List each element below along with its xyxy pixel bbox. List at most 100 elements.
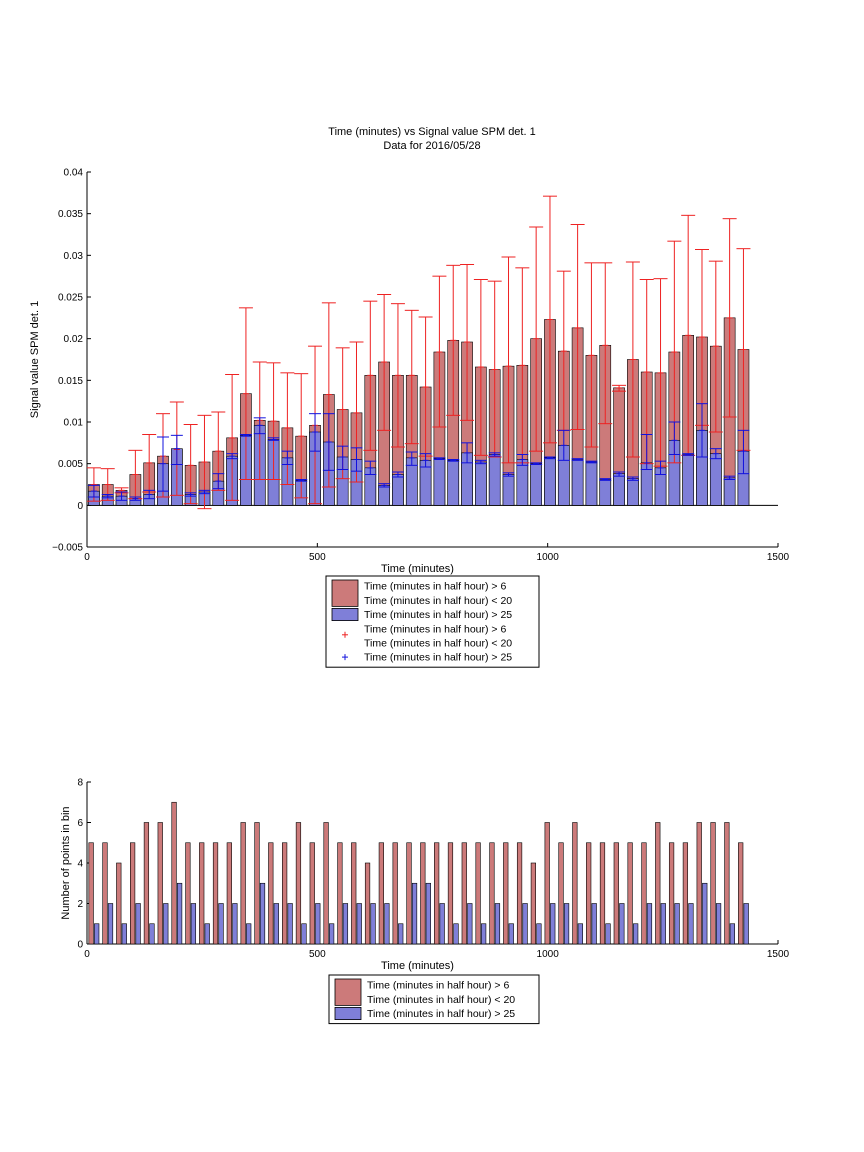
blue-count-bar — [149, 923, 155, 945]
blue-count-bar — [121, 923, 127, 945]
legend-swatch-blue — [331, 608, 359, 622]
y-tick-label: 6 — [77, 818, 83, 829]
red-count-bar — [102, 842, 108, 945]
blue-bar — [627, 478, 639, 506]
y-axis-label: Signal value SPM det. 1 — [29, 301, 41, 418]
red-count-bar — [268, 842, 274, 945]
blue-count-bar — [190, 903, 197, 945]
blue-bar — [516, 459, 529, 506]
red-count-bar — [157, 822, 163, 945]
y-tick-label: 2 — [77, 899, 83, 910]
x-tick-label: 1500 — [767, 552, 790, 563]
signal-chart-legend: Time (minutes in half hour) > 6 Time (min… — [325, 575, 540, 668]
x-tick-label: 500 — [309, 552, 326, 563]
x-tick-label: 1500 — [767, 949, 790, 960]
blue-count-bar — [384, 903, 390, 945]
blue-count-bar — [135, 903, 141, 945]
blue-bar — [723, 477, 736, 506]
blue-count-bar — [605, 923, 611, 945]
blue-bar — [544, 457, 556, 506]
legend-label: Time (minutes in half hour) > 6 — [364, 581, 506, 593]
y-tick-label: 0.015 — [58, 376, 83, 387]
y-tick-label: 0.04 — [64, 168, 84, 179]
x-axis-label: Time (minutes) — [381, 960, 454, 972]
blue-count-bar — [315, 903, 321, 945]
chart-title: Time (minutes) vs Signal value SPM det. … — [328, 126, 535, 138]
blue-count-bar — [729, 923, 735, 945]
red-count-bar — [406, 842, 412, 945]
red-count-bar — [254, 822, 260, 945]
blue-bar — [378, 485, 390, 506]
y-tick-label: 0.035 — [58, 209, 83, 220]
blue-count-bar — [273, 903, 279, 945]
blue-count-bar — [411, 882, 418, 945]
red-count-bar — [212, 842, 219, 945]
blue-bar — [433, 458, 446, 506]
blue-count-bar — [176, 882, 183, 945]
legend-label: Time (minutes in half hour) < 20 — [364, 638, 512, 650]
legend-label: Time (minutes in half hour) > 6 — [364, 623, 506, 635]
y-tick-label: −0.005 — [52, 543, 83, 554]
blue-bar — [447, 460, 460, 506]
red-count-bar — [558, 842, 564, 945]
legend-swatch-red — [334, 978, 362, 1006]
red-count-bar — [489, 842, 495, 945]
blue-count-bar — [398, 923, 404, 945]
red-count-bar — [516, 842, 523, 945]
red-count-bar — [226, 842, 232, 945]
legend-label: Time (minutes in half hour) > 25 — [364, 609, 512, 621]
y-tick-label: 0.02 — [64, 334, 84, 345]
legend-box — [325, 575, 540, 668]
x-tick-label: 500 — [309, 949, 326, 960]
blue-count-bar — [425, 882, 431, 945]
count-chart-legend: Time (minutes in half hour) > 6 Time (min… — [328, 974, 540, 1025]
y-tick-label: 4 — [77, 859, 83, 870]
red-count-bar — [364, 862, 371, 945]
blue-count-bar — [591, 903, 597, 945]
blue-count-bar — [218, 903, 224, 945]
legend-swatch-red — [331, 579, 359, 607]
x-tick-label: 1000 — [537, 552, 560, 563]
x-axis-label: Time (minutes) — [381, 563, 454, 575]
x-tick-label: 1000 — [537, 949, 560, 960]
y-tick-label: 0 — [77, 940, 83, 951]
red-count-bar — [586, 842, 592, 945]
red-count-bar — [724, 822, 730, 945]
blue-count-bar — [674, 903, 680, 945]
blue-bar — [682, 454, 694, 506]
y-tick-label: 0.025 — [58, 293, 83, 304]
red-count-bar — [544, 822, 550, 945]
red-count-bar — [627, 842, 633, 945]
blue-count-bar — [467, 903, 473, 945]
blue-count-bar — [522, 903, 528, 945]
red-count-bar — [323, 822, 329, 945]
blue-count-bar — [619, 903, 625, 945]
blue-count-bar — [204, 923, 210, 945]
blue-bar — [488, 454, 501, 506]
signal-chart: 0 500 1000 1500−0.00500.0050.010.0150.020.0… — [29, 168, 790, 576]
blue-count-bar — [563, 903, 570, 945]
blue-count-bar — [688, 903, 694, 945]
blue-count-bar — [246, 923, 252, 945]
blue-count-bar — [660, 903, 666, 945]
blue-count-bar — [163, 903, 169, 945]
count-chart: 0 500 1000 1500 0 2 4 6 8 Time (minutes) Number of… — [60, 778, 790, 973]
blue-count-bar — [494, 903, 501, 945]
blue-bar — [599, 479, 612, 506]
blue-count-bar — [287, 903, 293, 945]
blue-count-bar — [453, 923, 459, 945]
blue-count-bar — [301, 923, 307, 945]
legend-box — [328, 974, 540, 1025]
red-count-bar — [461, 842, 467, 945]
red-count-bar — [88, 842, 94, 945]
blue-count-bar — [259, 882, 266, 945]
x-tick-label: 0 — [84, 552, 90, 563]
red-count-bar — [710, 822, 716, 945]
red-count-bar — [185, 842, 191, 945]
red-count-bar — [130, 842, 136, 945]
red-count-bar — [475, 842, 481, 945]
blue-count-bar — [107, 903, 114, 945]
red-count-bar — [696, 822, 702, 945]
blue-count-bar — [536, 923, 542, 945]
blue-bar — [709, 453, 722, 506]
